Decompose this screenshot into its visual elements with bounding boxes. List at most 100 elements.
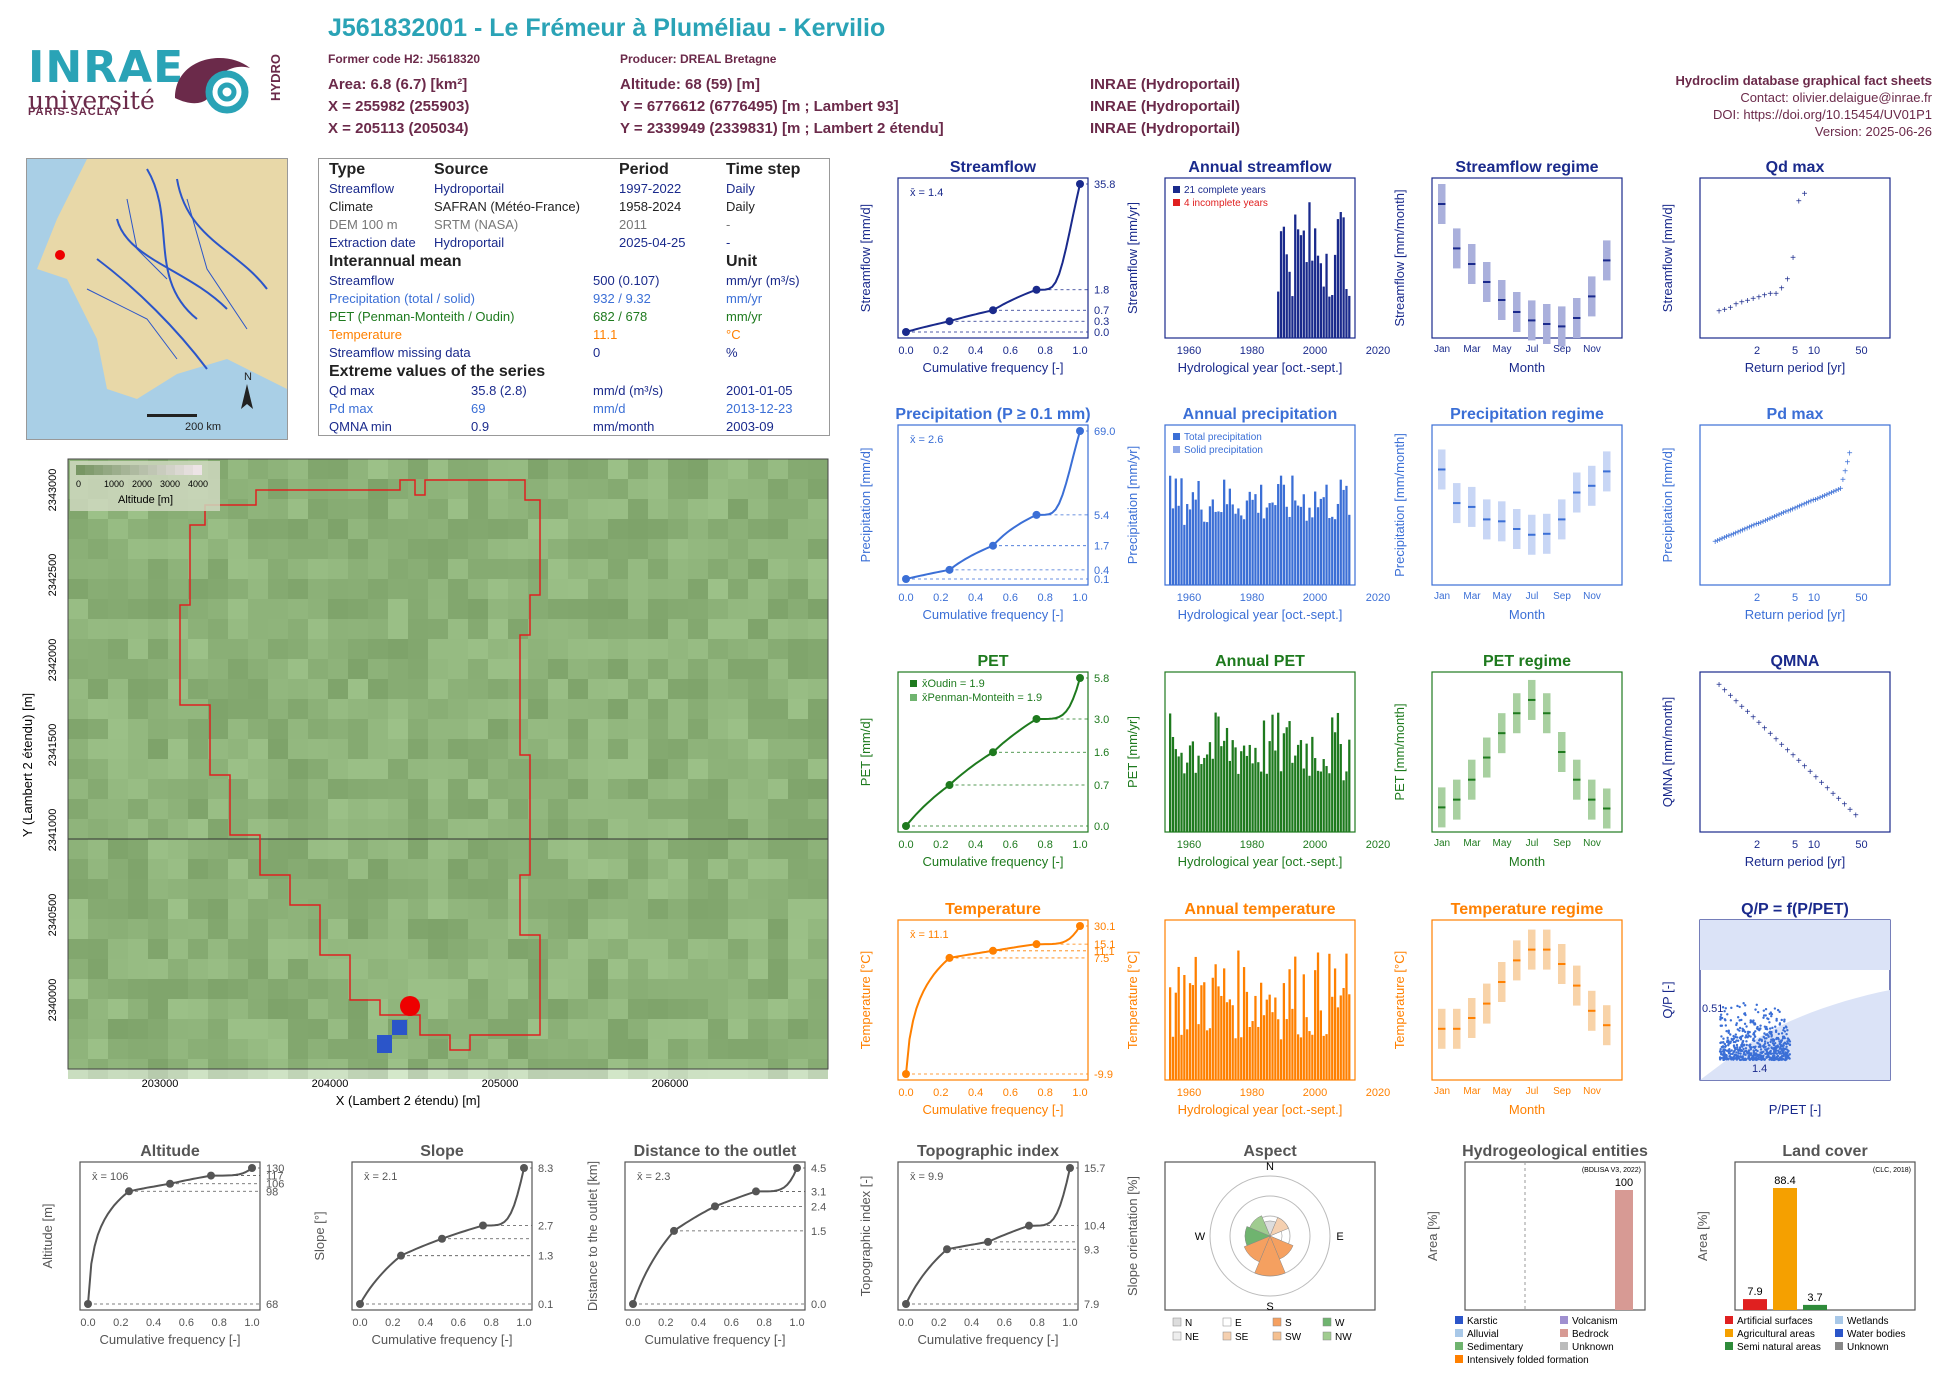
dem-cell	[148, 519, 168, 539]
annual_temperature-bar	[1348, 994, 1351, 1080]
pet_cdf-xtick: 0.0	[898, 839, 913, 851]
dem-cell	[228, 639, 248, 659]
dem-cell	[308, 819, 328, 839]
dem-cell	[328, 739, 348, 759]
aspect-legend: W	[1335, 1318, 1345, 1329]
annual_precipitation-bar	[1242, 519, 1246, 585]
source-2: INRAE (Hydroportail)	[1090, 98, 1240, 115]
pet_cdf-legend-swatch	[910, 680, 917, 687]
annual_temperature-bar	[1183, 974, 1186, 1080]
dem-cell	[188, 719, 208, 739]
dem-cell	[148, 839, 168, 859]
qd_max-point: +	[1784, 275, 1790, 286]
qp-point	[1745, 1035, 1749, 1038]
precip_cdf-xtick: 1.0	[1072, 592, 1087, 604]
dem-cell	[128, 739, 148, 759]
pet_cdf-xtick: 0.2	[933, 839, 948, 851]
dem-cell	[148, 779, 168, 799]
annual_temperature-bar	[1339, 995, 1342, 1080]
dem-cell	[268, 939, 288, 959]
qp-point	[1742, 1002, 1745, 1005]
dem-cell	[168, 799, 188, 819]
annual_temperature-bar	[1191, 985, 1195, 1080]
qd_max-xtick: 5	[1792, 345, 1798, 357]
x-lambert93: X = 255982 (255903)	[328, 98, 470, 115]
hydro-bar-label: 100	[1615, 1177, 1633, 1189]
dem-cell	[368, 839, 388, 859]
dem-cell	[248, 1019, 268, 1039]
contact[interactable]: Contact: olivier.delaigue@inrae.fr	[1740, 90, 1932, 105]
topo_cdf-ylabel: Topographic index [-]	[858, 1176, 873, 1297]
dem-cell	[348, 999, 368, 1019]
topo_cdf-panel: Topographic index Cumulative frequency [-…	[858, 1143, 1105, 1347]
annual_precipitation-bar	[1254, 494, 1257, 585]
dem-cell	[328, 519, 348, 539]
qp-point	[1759, 1045, 1762, 1049]
qp-point	[1766, 1052, 1770, 1056]
qd_max-title: Qd max	[1766, 159, 1825, 176]
distance_cdf-rtick: 0.0	[811, 1299, 826, 1311]
dem-cell	[208, 1039, 228, 1059]
annual_pet-bar	[1200, 764, 1203, 832]
precip_cdf-xtick: 0.0	[898, 592, 913, 604]
annual_precipitation-bar	[1208, 506, 1212, 585]
annual_precipitation-bar	[1214, 511, 1217, 585]
dem-cell	[348, 519, 368, 539]
slope_cdf-xtick: 0.0	[352, 1317, 367, 1329]
mean-title: Interannual mean	[329, 253, 462, 270]
qp-point	[1736, 1036, 1739, 1039]
annual_pet-bar	[1336, 712, 1340, 832]
qp-point	[1788, 1043, 1792, 1047]
temp_cdf-rtick: 7.5	[1094, 953, 1109, 965]
slope_cdf-xtick: 0.6	[451, 1317, 466, 1329]
topo_cdf-xtick: 0.0	[898, 1317, 913, 1329]
doi[interactable]: DOI: https://doi.org/10.15454/UV01P1	[1713, 107, 1932, 122]
dem-cell	[268, 799, 288, 819]
dem-cell	[88, 1039, 108, 1059]
annual_streamflow-legend-swatch	[1173, 186, 1180, 193]
dem-cell	[128, 899, 148, 919]
extreme-row: Qd max 35.8 (2.8) mm/d (m³/s) 2001-01-05	[329, 383, 819, 401]
annual_precipitation-xtick: 2000	[1303, 592, 1327, 604]
annual_temperature-bar	[1200, 985, 1203, 1080]
qd_max-xtick: 10	[1808, 345, 1820, 357]
annual_streamflow-xtick: 2000	[1303, 345, 1327, 357]
dem-cell	[348, 1019, 368, 1039]
dem-cell	[368, 759, 388, 779]
dem-cell	[148, 1019, 168, 1039]
qp-point	[1743, 1012, 1747, 1015]
distance_cdf-curve	[632, 1167, 798, 1305]
landcover-bar-label: 7.9	[1747, 1286, 1762, 1298]
dem-cell	[88, 819, 108, 839]
qp-point	[1752, 1049, 1755, 1052]
distance_cdf-ylabel: Distance to the outlet [km]	[585, 1161, 600, 1311]
dem-cell	[128, 619, 148, 639]
source-row: Streamflow Hydroportail 1997-2022 Daily	[329, 181, 819, 199]
mean-row-cell: 11.1	[593, 327, 618, 342]
qp-point	[1779, 1041, 1782, 1044]
dem-cell	[168, 819, 188, 839]
annual_pet-xlabel: Hydrological year [oct.-sept.]	[1178, 854, 1343, 869]
qp-point	[1754, 1008, 1757, 1011]
dem-cell	[328, 839, 348, 859]
dem-cell	[188, 699, 208, 719]
pet_regime-ylabel: PET [mm/month]	[1392, 703, 1407, 800]
qmna-xtick: 50	[1855, 839, 1867, 851]
qp-point	[1729, 1019, 1733, 1022]
dem-cell	[148, 559, 168, 579]
pet_cdf-xlabel: Cumulative frequency [-]	[923, 854, 1064, 869]
dem-cell	[208, 579, 228, 599]
dem-cell	[348, 719, 368, 739]
annual_pet-bar	[1220, 746, 1223, 832]
dem-cell	[328, 779, 348, 799]
annual_temperature-bar	[1231, 1005, 1234, 1080]
dem-cell	[308, 599, 328, 619]
dem-cell	[248, 839, 268, 859]
dem-cell	[288, 519, 308, 539]
dem-cell	[348, 659, 368, 679]
dem-cell	[308, 499, 328, 519]
dem-cell	[368, 819, 388, 839]
qd_max-point: +	[1790, 253, 1796, 264]
pet_cdf-legend: x̄Penman-Monteith = 1.9	[922, 692, 1042, 704]
annual_pet-bar	[1294, 755, 1297, 832]
